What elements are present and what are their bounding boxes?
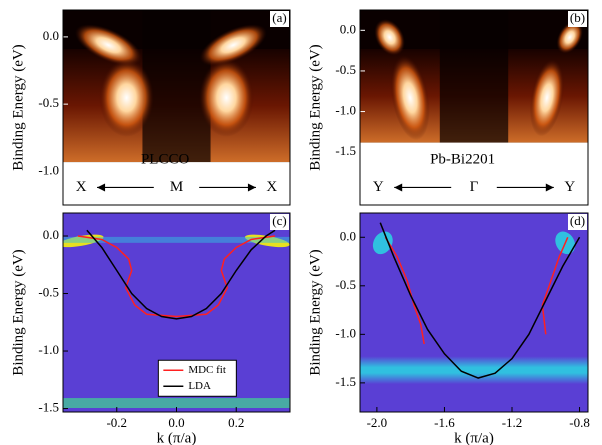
series-line xyxy=(77,235,276,318)
intensity-center xyxy=(439,10,509,143)
y-tick-label: 0.0 xyxy=(43,28,59,43)
y-tick-label: -1.0 xyxy=(38,342,59,357)
y-axis-label: Binding Energy (eV) xyxy=(307,249,323,375)
series-line xyxy=(379,222,581,379)
y-tick-label: -1.0 xyxy=(335,325,356,340)
axes-frame xyxy=(359,212,589,413)
x-tick-label: -2.0 xyxy=(367,415,388,430)
panel-label-bg xyxy=(270,214,289,230)
arrow-head xyxy=(97,183,106,192)
symmetry-label: Y xyxy=(373,179,384,195)
y-tick-label: -1.5 xyxy=(335,374,356,389)
y-tick-label: 0.0 xyxy=(43,227,59,242)
symmetry-label: Y xyxy=(564,179,575,195)
intensity-spot xyxy=(529,59,565,137)
y-tick-label: -0.5 xyxy=(335,277,356,292)
intensity-band xyxy=(360,356,588,385)
background-white xyxy=(360,142,588,205)
y-axis-label: Binding Energy (eV) xyxy=(307,44,323,170)
symmetry-label: X xyxy=(76,179,87,195)
y-tick-label: -1.5 xyxy=(335,143,356,158)
sample-label: Pb-Bi2201 xyxy=(430,152,495,168)
arrow-head xyxy=(247,183,256,192)
panel-label: (d) xyxy=(570,213,585,228)
x-tick-label: -0.8 xyxy=(569,415,590,430)
series-line xyxy=(86,229,276,320)
legend-label: LDA xyxy=(188,380,211,392)
sample-label: PLCCO xyxy=(141,152,190,168)
axes-frame xyxy=(62,212,291,413)
intensity-spot xyxy=(390,55,430,141)
symmetry-label: M xyxy=(170,179,183,195)
arrow-head xyxy=(545,183,554,192)
intensity-band xyxy=(63,398,290,409)
x-tick-label: 0.2 xyxy=(228,415,244,430)
intensity-spot xyxy=(372,231,393,255)
plot-area xyxy=(360,213,588,412)
x-tick-label: -1.6 xyxy=(434,415,455,430)
x-tick-label: -1.2 xyxy=(502,415,523,430)
background-white xyxy=(63,162,290,205)
arrow-head xyxy=(394,183,403,192)
y-axis-label: Binding Energy (eV) xyxy=(10,249,26,375)
legend-box xyxy=(157,359,237,397)
intensity-spot xyxy=(199,58,254,137)
intensity-spot xyxy=(99,58,154,137)
symmetry-label: Γ xyxy=(470,179,479,195)
symmetry-label: X xyxy=(266,179,277,195)
x-axis-label: k (π/a) xyxy=(454,430,494,445)
y-tick-label: -0.5 xyxy=(38,285,59,300)
y-tick-label: -0.5 xyxy=(38,95,59,110)
intensity-spot xyxy=(199,24,267,66)
legend-label: MDC fit xyxy=(188,364,226,376)
y-axis-label: Binding Energy (eV) xyxy=(10,44,26,170)
y-tick-label: -1.0 xyxy=(38,162,59,177)
x-tick-label: 0.0 xyxy=(168,415,184,430)
y-tick-label: 0.0 xyxy=(340,21,356,36)
axes-frame xyxy=(359,9,589,206)
panel-label: (b) xyxy=(570,10,585,25)
plot-area xyxy=(360,10,588,205)
y-tick-label: 0.0 xyxy=(340,228,356,243)
panel-label: (a) xyxy=(272,10,286,25)
intensity-spot xyxy=(74,24,142,66)
series-line xyxy=(384,236,569,345)
panel-label-bg xyxy=(568,214,587,230)
y-tick-label: -1.5 xyxy=(38,400,59,415)
panel-label-bg xyxy=(270,11,289,27)
panel-label-bg xyxy=(568,11,587,27)
intensity-spot xyxy=(374,19,405,56)
intensity-spot xyxy=(556,21,583,54)
intensity-band xyxy=(63,236,290,243)
panel-label: (c) xyxy=(272,213,286,228)
y-tick-label: -1.0 xyxy=(335,103,356,118)
y-tick-label: -0.5 xyxy=(335,62,356,77)
x-axis-label: k (π/a) xyxy=(157,430,197,445)
intensity-center xyxy=(142,10,211,163)
x-tick-label: -0.2 xyxy=(106,415,127,430)
axes-frame xyxy=(62,9,291,206)
plot-area xyxy=(63,10,290,205)
